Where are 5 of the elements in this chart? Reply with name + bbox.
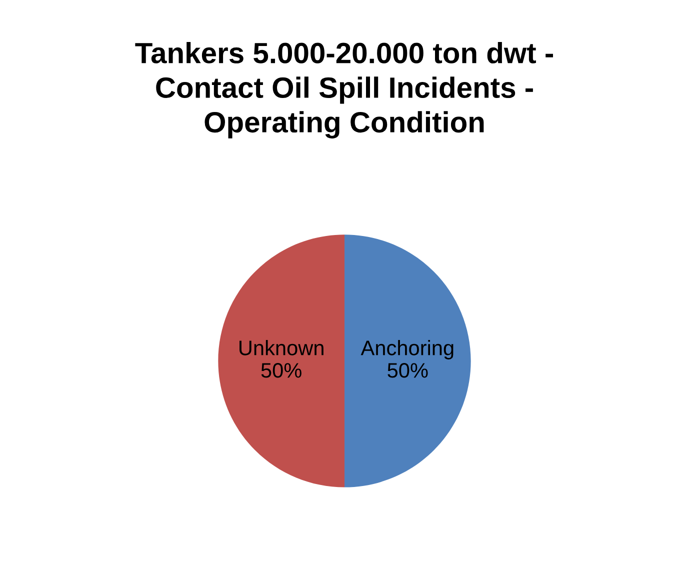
data-label: 50% — [388, 363, 428, 378]
chart-title: Tankers 5.000-20.000 ton dwt - Contact Oil Spill Incidents - Operating Condition — [135, 42, 554, 138]
data-label: 50% — [261, 363, 302, 378]
slice-label: Anchoring — [360, 340, 454, 360]
slice-label: Unknown — [240, 340, 324, 356]
